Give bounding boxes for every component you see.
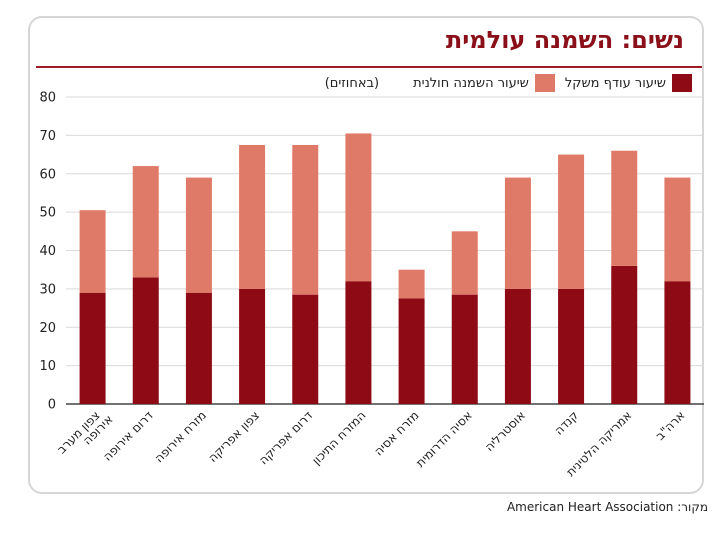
- bar-overweight: [132, 277, 159, 404]
- y-tick-label: 40: [39, 244, 56, 259]
- unit-label: (באחוזים): [324, 75, 380, 91]
- x-tick-label: דרום אפריקה: [256, 408, 316, 468]
- bar-obesity: [558, 154, 585, 289]
- bar-obesity: [292, 144, 319, 295]
- bar-overweight: [239, 288, 266, 404]
- bar-obesity: [132, 166, 159, 278]
- bar-obesity: [504, 177, 531, 289]
- bar-overweight: [398, 298, 425, 404]
- y-tick-label: 60: [39, 167, 56, 182]
- x-tick-label: קנדה: [552, 408, 581, 437]
- bar-overweight: [451, 294, 478, 404]
- bar-obesity: [398, 269, 425, 299]
- x-tick-label: מזרח אירופה: [152, 408, 209, 465]
- bar-obesity: [239, 144, 266, 289]
- source-note: מקור: American Heart Association: [506, 500, 708, 514]
- bar-overweight: [292, 294, 319, 404]
- y-tick-label: 70: [39, 129, 56, 144]
- x-tick-label: צפון אפריקה: [205, 408, 262, 465]
- bar-obesity: [664, 177, 691, 282]
- bar-obesity: [451, 231, 478, 295]
- bar-overweight: [558, 288, 585, 404]
- bar-obesity: [611, 150, 638, 266]
- y-tick-label: 20: [39, 321, 56, 336]
- legend: שיעור עודף משקל שיעור השמנה חולנית (באחו…: [325, 74, 692, 92]
- legend-swatch-obesity: [534, 74, 555, 92]
- bar-overweight: [664, 281, 691, 404]
- legend-swatch-overweight: [672, 74, 692, 92]
- bar-obesity: [79, 210, 106, 293]
- legend-label-obesity: שיעור השמנה חולנית: [413, 75, 529, 91]
- legend-item-overweight: שיעור עודף משקל: [565, 74, 692, 92]
- y-tick-label: 10: [39, 359, 56, 374]
- bar-overweight: [345, 281, 372, 404]
- y-tick-label: 30: [39, 282, 56, 297]
- bar-overweight: [185, 292, 212, 404]
- bar-overweight: [611, 265, 638, 404]
- bar-obesity: [185, 177, 212, 293]
- title-divider: [36, 66, 702, 68]
- chart-frame: [28, 16, 704, 494]
- x-tick-label: אוסטרליה: [482, 408, 528, 454]
- legend-item-obesity: שיעור השמנה חולנית: [413, 74, 555, 92]
- y-tick-label: 80: [39, 91, 56, 106]
- x-tick-label: מזרח אסיה: [371, 408, 421, 458]
- x-tick-label: המזרח התיכון: [309, 408, 368, 467]
- bar-overweight: [504, 288, 531, 404]
- bar-obesity: [345, 133, 372, 282]
- x-tick-label: אסיה הדרומית: [413, 408, 475, 470]
- bar-overweight: [79, 292, 106, 404]
- y-tick-label: 0: [48, 398, 56, 413]
- chart-title: נשים: השמנה עולמית: [445, 26, 684, 54]
- legend-label-overweight: שיעור עודף משקל: [564, 75, 666, 91]
- y-tick-label: 50: [39, 206, 56, 221]
- x-tick-label: ארה"ב: [653, 408, 688, 443]
